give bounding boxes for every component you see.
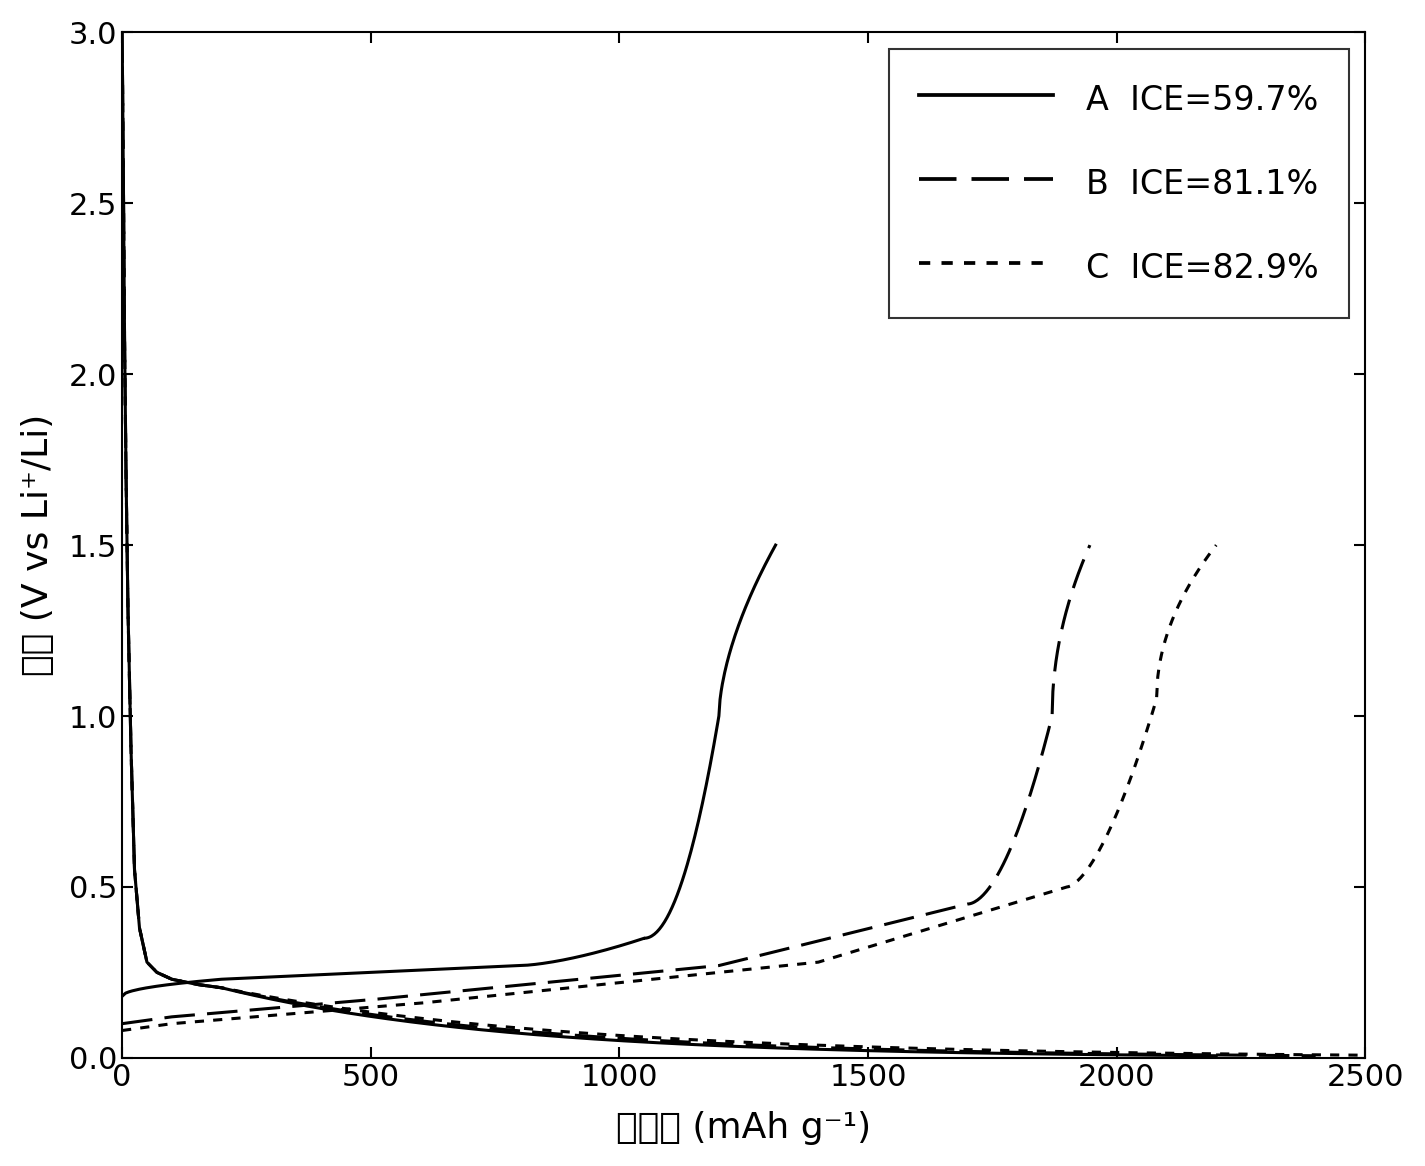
B  ICE=81.1% [532,1026,549,1040]
B  ICE=81.1% [114,26,131,40]
Line: C  ICE=82.9%: C ICE=82.9% [123,66,1425,1055]
B  ICE=81.1% [373,1009,390,1023]
C  ICE=82.9% [115,196,133,210]
Y-axis label: 电势 (V vs Li⁺/Li): 电势 (V vs Li⁺/Li) [21,414,54,676]
A  ICE=59.7% [359,1009,376,1023]
A  ICE=59.7% [665,1037,683,1051]
C  ICE=82.9% [768,1037,785,1051]
C  ICE=82.9% [569,1026,586,1040]
B  ICE=81.1% [115,196,133,210]
B  ICE=81.1% [1017,1046,1035,1060]
A  ICE=59.7% [466,1023,483,1037]
A  ICE=59.7% [115,196,133,210]
C  ICE=82.9% [114,59,131,73]
B  ICE=81.1% [711,1037,728,1051]
A  ICE=59.7% [945,1046,962,1060]
C  ICE=82.9% [393,1009,410,1023]
Line: A  ICE=59.7%: A ICE=59.7% [123,33,1216,1055]
C  ICE=82.9% [523,1023,540,1037]
Line: B  ICE=81.1%: B ICE=81.1% [123,33,1315,1055]
A  ICE=59.7% [114,26,131,40]
B  ICE=81.1% [492,1023,509,1037]
B  ICE=81.1% [1307,1048,1324,1062]
C  ICE=82.9% [1112,1046,1129,1060]
X-axis label: 比容量 (mAh g⁻¹): 比容量 (mAh g⁻¹) [616,1111,871,1145]
Legend: A  ICE=59.7%, B  ICE=81.1%, C  ICE=82.9%: A ICE=59.7%, B ICE=81.1%, C ICE=82.9% [889,49,1348,317]
A  ICE=59.7% [503,1026,520,1040]
A  ICE=59.7% [1207,1048,1224,1062]
